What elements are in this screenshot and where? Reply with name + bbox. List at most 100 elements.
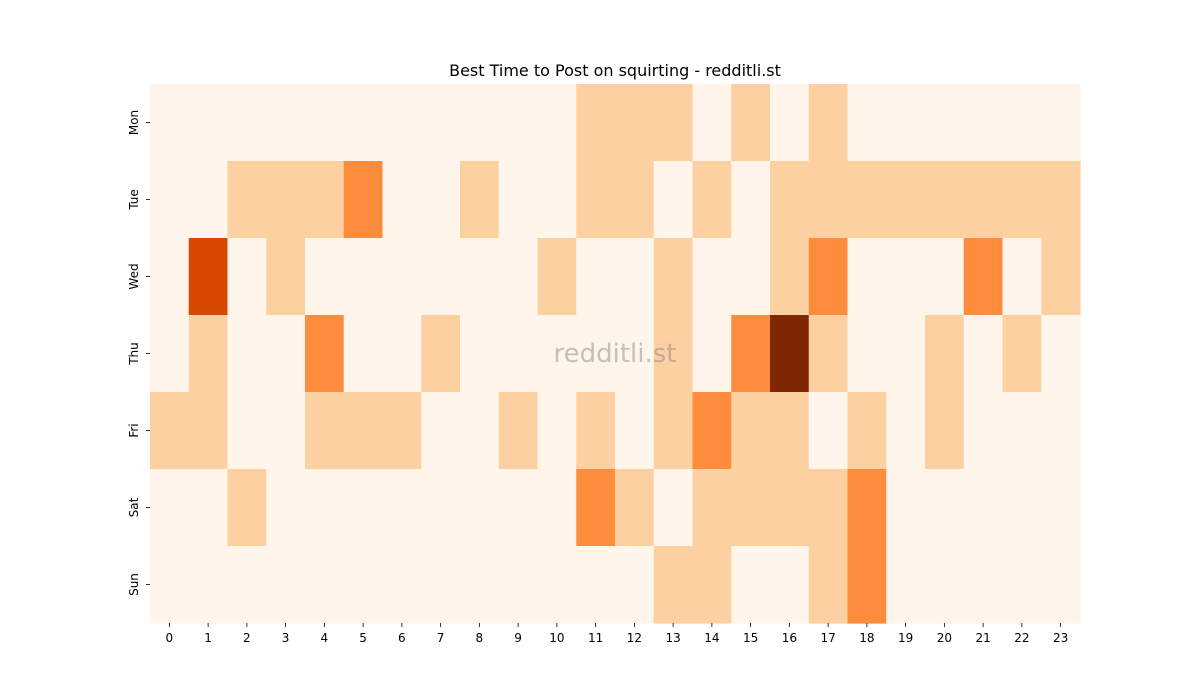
heatmap-cell	[576, 469, 616, 547]
heatmap-cell	[188, 469, 229, 547]
heatmap-cell	[576, 238, 616, 316]
heatmap-cell	[925, 84, 965, 162]
heatmap-cell	[343, 315, 384, 393]
x-tick-label: 17	[820, 631, 835, 645]
heatmap-cell	[227, 546, 267, 624]
heatmap-cell	[925, 315, 965, 393]
heatmap-cell	[1002, 161, 1042, 239]
heatmap-cell	[150, 392, 190, 470]
heatmap-cell	[150, 315, 190, 393]
heatmap-cell	[692, 392, 732, 470]
y-tick-label: Sun	[127, 573, 141, 596]
heatmap-cell	[731, 546, 771, 624]
heatmap-cell	[1002, 546, 1042, 624]
heatmap-cell	[731, 469, 771, 547]
heatmap-cell	[847, 546, 887, 624]
watermark-text: redditli.st	[554, 339, 677, 369]
heatmap-cell	[421, 161, 461, 239]
x-tick-label: 4	[321, 631, 329, 645]
heatmap-cell	[305, 315, 345, 393]
heatmap-cell	[1041, 238, 1081, 316]
heatmap-cell	[150, 546, 190, 624]
heatmap-cell	[266, 84, 306, 162]
heatmap-cell	[808, 161, 849, 239]
heatmap-cell	[421, 546, 461, 624]
x-tick-label: 9	[514, 631, 522, 645]
y-tick-label: Wed	[127, 263, 141, 289]
heatmap-cell	[731, 315, 771, 393]
heatmap-cell	[498, 392, 539, 470]
heatmap-cell	[305, 469, 345, 547]
heatmap-cells	[150, 84, 1081, 624]
heatmap-cell	[963, 469, 1004, 547]
heatmap-cell	[382, 546, 422, 624]
heatmap-cell	[653, 546, 694, 624]
heatmap-cell	[343, 469, 384, 547]
y-tick-label: Thu	[127, 342, 141, 366]
heatmap-cell	[1002, 84, 1042, 162]
heatmap-cell	[963, 161, 1004, 239]
heatmap-cell	[692, 469, 732, 547]
heatmap-cell	[770, 546, 810, 624]
y-tick-label: Fri	[127, 423, 141, 437]
heatmap-cell	[886, 84, 926, 162]
heatmap-cell	[653, 161, 694, 239]
heatmap-cell	[1002, 392, 1042, 470]
heatmap-cell	[343, 161, 384, 239]
heatmap-cell	[808, 84, 849, 162]
heatmap-cell	[731, 238, 771, 316]
heatmap-cell	[770, 392, 810, 470]
heatmap-cell	[460, 84, 500, 162]
heatmap-cell	[382, 469, 422, 547]
heatmap-cell	[498, 546, 539, 624]
heatmap-cell	[925, 392, 965, 470]
heatmap-cell	[1041, 392, 1081, 470]
x-tick-label: 2	[243, 631, 251, 645]
x-tick-label: 11	[588, 631, 603, 645]
heatmap-cell	[886, 546, 926, 624]
heatmap-cell	[963, 84, 1004, 162]
heatmap-cell	[266, 315, 306, 393]
x-tick-label: 16	[782, 631, 797, 645]
x-tick-label: 23	[1053, 631, 1068, 645]
heatmap-cell	[188, 238, 229, 316]
heatmap-cell	[227, 469, 267, 547]
heatmap-cell	[150, 469, 190, 547]
heatmap-cell	[847, 315, 887, 393]
heatmap-cell	[266, 392, 306, 470]
heatmap-cell	[227, 161, 267, 239]
heatmap-cell	[537, 238, 577, 316]
heatmap-cell	[305, 546, 345, 624]
heatmap-cell	[498, 84, 539, 162]
heatmap-cell	[537, 469, 577, 547]
heatmap-cell	[615, 238, 655, 316]
heatmap-cell	[576, 392, 616, 470]
heatmap-cell	[227, 392, 267, 470]
heatmap-cell	[305, 238, 345, 316]
heatmap-cell	[692, 546, 732, 624]
heatmap-cell	[692, 161, 732, 239]
heatmap-cell	[460, 546, 500, 624]
heatmap-cell	[1041, 84, 1081, 162]
heatmap-cell	[1002, 315, 1042, 393]
heatmap-cell	[963, 238, 1004, 316]
heatmap-cell	[1041, 315, 1081, 393]
heatmap-cell	[227, 238, 267, 316]
heatmap-cell	[692, 315, 732, 393]
x-tick-label: 15	[743, 631, 758, 645]
x-tick-label: 12	[627, 631, 642, 645]
heatmap-cell	[963, 315, 1004, 393]
heatmap-cell	[382, 84, 422, 162]
heatmap-cell	[382, 315, 422, 393]
heatmap-cell	[808, 238, 849, 316]
x-tick-label: 1	[204, 631, 212, 645]
heatmap-cell	[615, 469, 655, 547]
heatmap-cell	[847, 161, 887, 239]
heatmap-cell	[188, 315, 229, 393]
heatmap-cell	[847, 392, 887, 470]
heatmap-cell	[963, 392, 1004, 470]
heatmap-cell	[150, 238, 190, 316]
heatmap-cell	[421, 392, 461, 470]
heatmap-cell	[808, 392, 849, 470]
heatmap-cell	[576, 315, 616, 393]
